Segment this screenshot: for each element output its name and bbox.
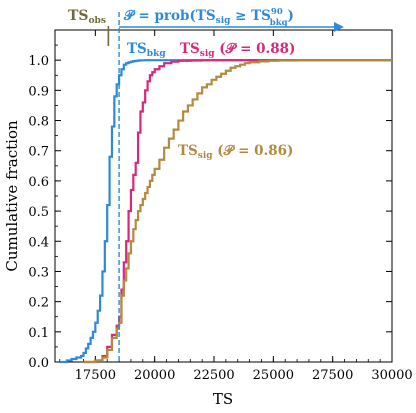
plot-frame [54,29,393,363]
y-tick-label: 0.7 [28,145,49,160]
x-tick-label: 22500 [193,368,234,383]
x-tick-label: 25000 [253,368,294,383]
x-tick-label: 17500 [75,368,116,383]
x-tick-label: 20000 [134,368,175,383]
y-tick-label: 1.0 [28,54,49,69]
series-line-1 [83,59,392,364]
y-tick-label: 0.8 [28,115,49,130]
series-group [59,59,392,364]
y-tick-label: 0.6 [28,175,49,190]
bkg-series-label: TSbkg [127,41,166,59]
prob-label: 𝒫 = prob(TSsig ≥ TS90 bkg) [123,7,294,28]
axis-ticks: 0.0 0.1 0.2 0.3 0.4 0.5 0.6 0.7 0.8 0.9 1.0 17500 20… [28,30,413,383]
x-tick-label: 30000 [371,368,412,383]
series-line-0 [59,59,392,364]
y-tick-label: 0.3 [28,265,49,280]
prob-arrow-head [334,22,344,32]
x-tick-label: 27500 [312,368,353,383]
ts-obs-label: TSobs [68,8,106,26]
x-axis-label: TS [213,390,233,408]
series-line-2 [83,59,392,364]
sig88-series-label: TSsig (𝒫 = 0.88) [180,41,295,59]
y-tick-label: 0.1 [28,326,49,341]
y-tick-label: 0.9 [28,84,49,99]
y-tick-label: 0.0 [28,356,49,371]
y-tick-label: 0.2 [28,296,49,311]
y-tick-label: 0.4 [28,235,49,250]
y-axis-label: Cumulative fraction [3,120,21,272]
y-tick-label: 0.5 [28,205,49,220]
sig86-series-label: TSsig (𝒫 = 0.86) [178,143,293,161]
